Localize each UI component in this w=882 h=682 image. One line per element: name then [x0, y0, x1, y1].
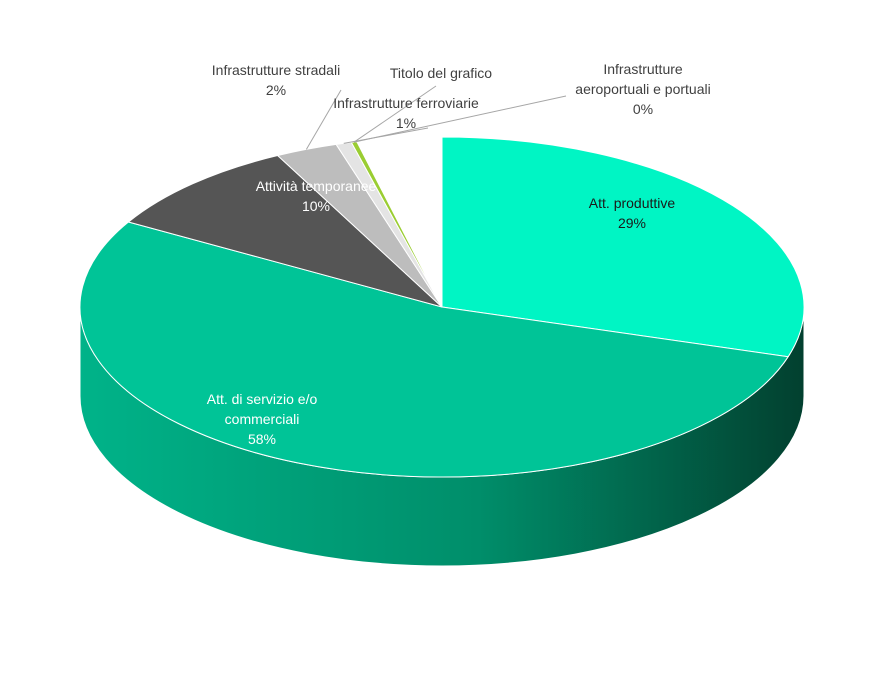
- slice-label-attivita-temporanee-value: 10%: [302, 198, 330, 214]
- leader-line-infr-stradali: [305, 89, 342, 150]
- slice-label-att-servizio-name: Att. di servizio e/o: [207, 391, 318, 407]
- slice-label-infr-aeroportuali-name: Infrastrutture: [603, 61, 683, 77]
- pie-slice-attivita-temporanee: [127, 154, 443, 308]
- pie-slice-att-servizio: [79, 221, 790, 478]
- slice-label-attivita-temporanee-name: Attività temporanee: [256, 178, 377, 194]
- slice-label-infr-aeroportuali-value: 0%: [633, 101, 653, 117]
- leader-line-title: [353, 85, 437, 143]
- slice-label-infr-stradali-name: Infrastrutture stradali: [212, 62, 340, 78]
- slice-label-att-produttive-value: 29%: [618, 215, 646, 231]
- chart-title: Titolo del grafico: [390, 65, 492, 81]
- slice-label-infr-stradali-value: 2%: [266, 82, 286, 98]
- leader-line-infr-aeroportuali: [354, 95, 567, 143]
- slice-label-infr-ferroviarie-name: Infrastrutture ferroviarie: [333, 95, 479, 111]
- slice-label-att-servizio-value: 58%: [248, 431, 276, 447]
- slice-label-infr-aeroportuali-name-2: aeroportuali e portuali: [575, 81, 710, 97]
- slice-label-att-produttive-name: Att. produttive: [589, 195, 676, 211]
- slice-label-att-servizio-name-2: commerciali: [225, 411, 300, 427]
- slice-label-infr-ferroviarie-value: 1%: [396, 115, 416, 131]
- pie-slice-att-produttive: [441, 136, 805, 358]
